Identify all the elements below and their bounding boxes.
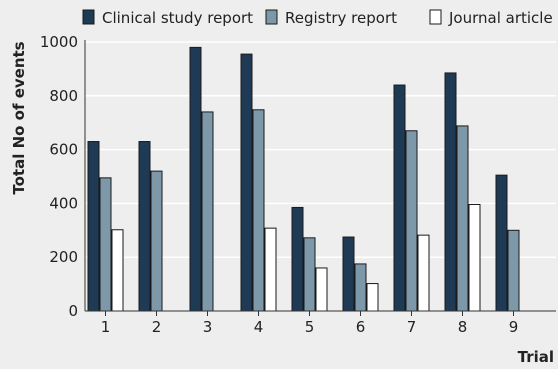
legend-swatch: [82, 9, 95, 25]
legend-label: Clinical study report: [102, 9, 253, 27]
x-tick-label: 6: [356, 318, 366, 336]
y-tick-label: 0: [68, 302, 78, 320]
x-tick-label: 9: [509, 318, 519, 336]
bar: [342, 236, 355, 312]
bar: [315, 267, 328, 312]
bar: [252, 109, 265, 312]
bar: [354, 263, 367, 312]
axes: 0 200 400 600 800 1000 1 2 3 4 5 6 7 8 9: [40, 33, 556, 336]
x-axis-title: Trial: [518, 348, 554, 366]
bar: [366, 283, 379, 312]
bar: [111, 229, 124, 312]
x-tick-label: 3: [203, 318, 213, 336]
legend-label: Registry report: [285, 9, 397, 27]
bar: [405, 130, 418, 312]
x-tick-label: 5: [305, 318, 315, 336]
bar: [495, 174, 508, 312]
y-tick-label: 400: [49, 194, 78, 212]
bar: [138, 141, 151, 312]
y-tick-label: 1000: [40, 33, 78, 51]
bar: [87, 141, 100, 312]
bar: [393, 84, 406, 312]
x-tick-label: 8: [458, 318, 468, 336]
bar: [99, 177, 112, 312]
bar: [264, 227, 277, 312]
y-axis-title: Total No of events: [10, 41, 28, 194]
bar: [240, 53, 253, 312]
bar: [291, 206, 304, 312]
x-tick-label: 4: [254, 318, 264, 336]
bar: [150, 170, 163, 312]
legend-swatch: [429, 9, 442, 25]
legend-label: Journal article: [448, 9, 553, 27]
legend: Clinical study report Registry report Jour…: [82, 9, 553, 27]
bar: [201, 111, 214, 312]
x-tick-label: 2: [152, 318, 162, 336]
legend-swatch: [265, 9, 278, 25]
bar: [456, 125, 469, 312]
x-tick-label: 7: [407, 318, 417, 336]
bar: [417, 234, 430, 312]
bars: [87, 46, 520, 312]
bar: [444, 72, 457, 312]
y-tick-label: 200: [49, 248, 78, 266]
x-tick-label: 1: [101, 318, 111, 336]
bar: [468, 203, 481, 312]
bar: [303, 237, 316, 312]
bar: [189, 46, 202, 312]
bar: [507, 229, 520, 312]
y-tick-label: 800: [49, 87, 78, 105]
y-tick-label: 600: [49, 141, 78, 159]
